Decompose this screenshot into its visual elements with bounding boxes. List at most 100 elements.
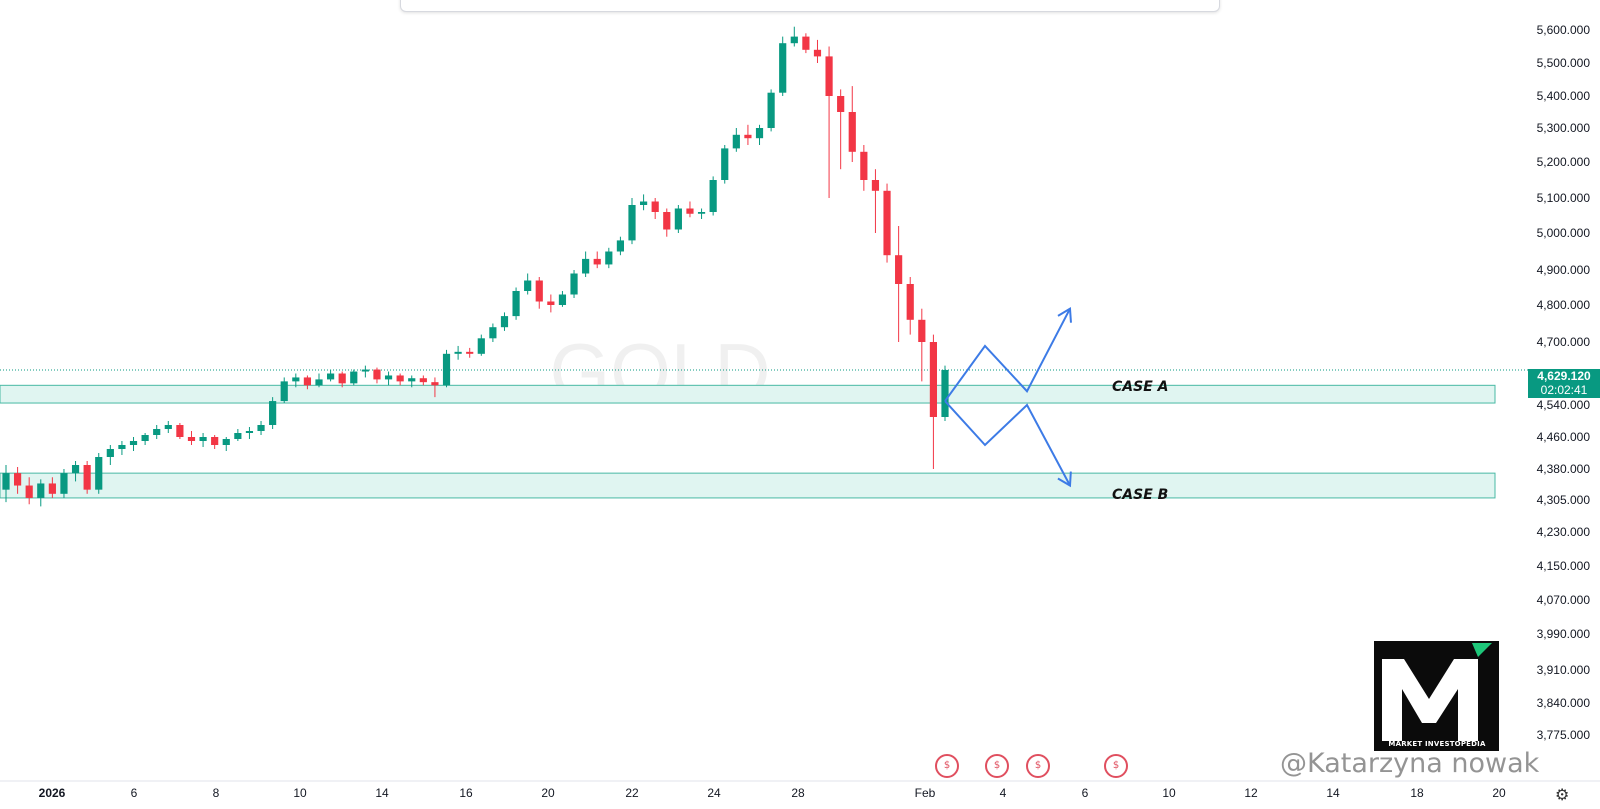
gear-icon[interactable]: ⚙ [1555, 785, 1570, 804]
candle-body [234, 433, 242, 439]
candle-body [918, 319, 926, 342]
drawing-toolbar[interactable] [400, 0, 1220, 12]
candle-body [570, 273, 578, 295]
candle-body [871, 180, 880, 191]
candle-body [106, 449, 114, 457]
x-tick-label: 14 [375, 786, 389, 800]
x-tick-label: 20 [541, 786, 555, 800]
candle-body [825, 56, 833, 96]
candle-body [176, 425, 184, 437]
y-tick-label: 4,230.000 [1537, 525, 1591, 539]
candle-body [442, 353, 451, 386]
y-tick-label: 4,800.000 [1537, 298, 1591, 312]
candle-body [83, 465, 91, 490]
candle-body [419, 378, 427, 383]
candle-body [153, 429, 161, 435]
y-tick-label: 4,460.000 [1537, 430, 1591, 444]
candle-body [454, 351, 462, 354]
x-tick-label: 14 [1326, 786, 1340, 800]
logo-text: MARKET INVESTOPEDIA [1388, 740, 1486, 748]
x-tick-label: 12 [1244, 786, 1258, 800]
candle-body [222, 439, 230, 445]
candle-body [431, 382, 439, 386]
x-tick-label: 6 [1082, 786, 1089, 800]
economic-event-icon[interactable]: $ [1026, 754, 1050, 778]
candle-body [129, 441, 138, 445]
candle-body [767, 92, 775, 128]
candle-body [37, 483, 45, 498]
y-tick-label: 3,840.000 [1537, 696, 1591, 710]
candle-body [489, 327, 497, 339]
candle-body [744, 134, 752, 139]
x-tick-label: 20 [1492, 786, 1506, 800]
candle-body [13, 473, 22, 486]
candle-body [280, 381, 288, 402]
y-tick-label: 5,500.000 [1537, 56, 1591, 70]
candle-body [895, 255, 903, 284]
candle-body [245, 431, 254, 433]
candle-body [593, 258, 601, 265]
x-tick-label: 18 [1410, 786, 1424, 800]
x-tick-label: 28 [791, 786, 805, 800]
candle-body [187, 437, 196, 441]
y-tick-label: 5,200.000 [1537, 155, 1591, 169]
candle-body [2, 473, 10, 490]
candle-body [512, 291, 520, 317]
candle-body [674, 208, 682, 230]
candle-body [500, 316, 509, 328]
candle-body [71, 465, 80, 474]
candle-body [396, 375, 404, 382]
candle-body [338, 373, 346, 384]
y-tick-label: 3,775.000 [1537, 728, 1591, 742]
y-tick-label: 3,990.000 [1537, 627, 1591, 641]
x-tick-label: Feb [915, 786, 936, 800]
y-tick-label: 5,100.000 [1537, 191, 1591, 205]
x-tick-label: 10 [1162, 786, 1176, 800]
y-tick-label: 5,000.000 [1537, 226, 1591, 240]
y-tick-label: 4,305.000 [1537, 493, 1591, 507]
candle-body [408, 378, 416, 382]
scenario-path-case-b [944, 400, 1071, 487]
candle-body [211, 437, 219, 445]
candle-body [605, 251, 613, 265]
candle-body [466, 351, 474, 354]
candle-body [384, 375, 393, 380]
zone-case-b [0, 472, 1496, 499]
arrow-head-icon [1057, 307, 1072, 323]
case-b-label: CASE B [1112, 487, 1168, 503]
arrow-head-icon [1057, 471, 1072, 488]
candle-body [141, 435, 149, 441]
economic-event-icon[interactable]: $ [985, 754, 1009, 778]
economic-event-icon[interactable]: $ [1104, 754, 1128, 778]
bar-countdown: 02:02:41 [1540, 383, 1588, 397]
candle-body [837, 96, 845, 112]
candle-body [524, 280, 532, 291]
scenario-path-case-a [944, 308, 1071, 402]
candle-body [929, 342, 938, 417]
author-watermark: @Katarzyna nowak [1280, 748, 1540, 779]
case-a-label: CASE A [1112, 379, 1168, 395]
candle-body [628, 205, 636, 241]
y-tick-label: 4,900.000 [1537, 263, 1591, 277]
candle-body [257, 425, 265, 431]
x-tick-label: 24 [707, 786, 721, 800]
candle-body [639, 201, 648, 205]
y-tick-label: 5,400.000 [1537, 89, 1591, 103]
candle-body [269, 401, 277, 425]
economic-event-icon[interactable]: $ [935, 754, 959, 778]
logo-mark-icon [1382, 643, 1492, 741]
current-price-value: 4,629.120 [1537, 369, 1591, 383]
candle-body [315, 379, 323, 386]
candle-body [883, 190, 891, 256]
candle-body [164, 425, 172, 429]
candle-body [477, 338, 485, 354]
candle-body [373, 369, 381, 380]
y-tick-label: 4,540.000 [1537, 398, 1591, 412]
candle-body [547, 301, 555, 305]
candle-body [60, 473, 68, 494]
candle-body [303, 377, 312, 386]
candle-body [860, 151, 868, 180]
candle-body [48, 483, 56, 494]
